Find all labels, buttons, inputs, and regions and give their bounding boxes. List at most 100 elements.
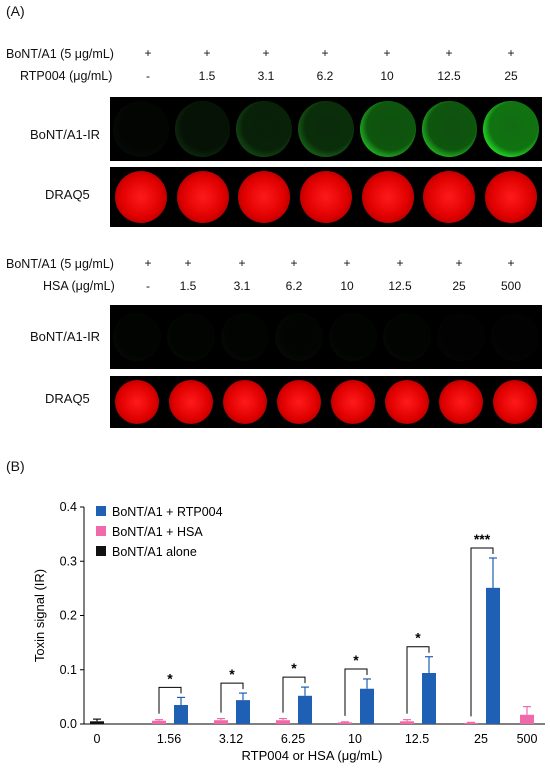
panel-a-label: (A) bbox=[6, 3, 25, 19]
bar-hsa bbox=[464, 722, 478, 724]
condition-value: + bbox=[383, 46, 391, 60]
draq5-well-image bbox=[439, 380, 483, 424]
significance-label: * bbox=[291, 660, 297, 676]
significance-bracket bbox=[220, 682, 244, 713]
ir-well-image bbox=[221, 313, 269, 361]
set1-ir-image-strip bbox=[110, 97, 542, 161]
condition-value: + bbox=[238, 256, 246, 270]
set2-draq5-image-strip bbox=[110, 376, 542, 428]
significance-bracket bbox=[158, 686, 182, 714]
ir-well-image bbox=[275, 313, 323, 361]
x-axis-label: RTP004 or HSA (μg/mL) bbox=[242, 748, 383, 763]
set1-ir-label: BoNT/A1-IR bbox=[30, 127, 101, 142]
ir-well-image bbox=[167, 313, 215, 361]
y-tick-label: 0.2 bbox=[60, 609, 77, 623]
condition-value: + bbox=[144, 256, 152, 270]
condition-value: + bbox=[290, 256, 298, 270]
bar-rtp004 bbox=[298, 695, 312, 724]
condition-value: + bbox=[445, 46, 453, 60]
draq5-well-image bbox=[238, 171, 291, 223]
draq5-well-image bbox=[277, 380, 321, 424]
bar-rtp004 bbox=[174, 705, 188, 724]
ir-well-image bbox=[174, 101, 231, 157]
set2-treatment-label: HSA (μg/mL) bbox=[43, 279, 115, 293]
condition-value: 25 bbox=[504, 69, 518, 83]
legend-swatch bbox=[96, 506, 106, 516]
condition-value: 10 bbox=[340, 279, 354, 293]
legend-label: BoNT/A1 alone bbox=[112, 545, 197, 559]
condition-value: 6.2 bbox=[285, 279, 303, 293]
x-tick-label: 10 bbox=[348, 732, 362, 746]
legend-label: BoNT/A1 + HSA bbox=[112, 525, 203, 539]
bar-rtp004 bbox=[360, 688, 374, 724]
condition-value: + bbox=[507, 46, 515, 60]
bar-alone bbox=[90, 721, 104, 724]
condition-value: + bbox=[203, 46, 211, 60]
set2-draq5-label: DRAQ5 bbox=[45, 391, 90, 406]
draq5-well-image bbox=[423, 171, 476, 223]
x-tick-label: 500 bbox=[517, 732, 538, 746]
bar-hsa bbox=[152, 720, 166, 724]
draq5-well-image bbox=[300, 171, 352, 223]
draq5-well-image bbox=[115, 380, 159, 424]
condition-value: + bbox=[321, 46, 329, 60]
ir-well-image bbox=[113, 313, 161, 361]
x-tick-label: 3.12 bbox=[219, 732, 243, 746]
y-tick-label: 0.1 bbox=[60, 663, 77, 677]
set1-draq5-image-strip bbox=[110, 167, 542, 227]
draq5-well-image bbox=[114, 171, 167, 223]
set1-toxin-label: BoNT/A1 (5 μg/mL) bbox=[6, 47, 114, 61]
ir-well-image bbox=[491, 313, 539, 361]
legend-swatch bbox=[96, 546, 106, 556]
y-tick-label: 0.0 bbox=[60, 717, 77, 731]
legend-swatch bbox=[96, 526, 106, 536]
panel-b-label: (B) bbox=[6, 458, 25, 474]
condition-value: - bbox=[146, 69, 150, 83]
condition-value: 3.1 bbox=[233, 279, 251, 293]
bar-rtp004 bbox=[486, 587, 500, 724]
condition-value: - bbox=[146, 279, 150, 293]
significance-bracket bbox=[406, 646, 430, 714]
draq5-well-image bbox=[493, 380, 537, 424]
ir-well-image bbox=[359, 101, 416, 157]
y-tick-label: 0.4 bbox=[60, 500, 77, 514]
ir-well-image bbox=[383, 313, 431, 361]
condition-value: + bbox=[262, 46, 270, 60]
y-tick-label: 0.3 bbox=[60, 554, 77, 568]
significance-label: * bbox=[229, 666, 235, 682]
condition-value: 10 bbox=[380, 69, 394, 83]
significance-label: *** bbox=[474, 531, 491, 547]
bar-hsa bbox=[520, 714, 534, 724]
draq5-well-image bbox=[361, 171, 414, 223]
set1-treatment-label: RTP004 (μg/mL) bbox=[20, 69, 113, 83]
y-axis-label: Toxin signal (IR) bbox=[32, 569, 47, 662]
x-tick-label: 6.25 bbox=[281, 732, 305, 746]
condition-value: + bbox=[184, 256, 192, 270]
bar-hsa bbox=[338, 722, 352, 724]
bar-chart: 0.0 0.1 0.2 0.3 0.4 0 1.56 3.12 6.25 10 12.5 25 500 R… bbox=[32, 500, 545, 763]
condition-value: 12.5 bbox=[388, 279, 412, 293]
set1-draq5-label: DRAQ5 bbox=[45, 187, 90, 202]
significance-bracket bbox=[470, 547, 494, 717]
draq5-well-image bbox=[485, 171, 538, 223]
bar-hsa bbox=[400, 721, 414, 724]
bar-rtp004 bbox=[422, 673, 436, 724]
legend-label: BoNT/A1 + RTP004 bbox=[112, 505, 223, 519]
ir-well-image bbox=[298, 101, 354, 157]
condition-value: + bbox=[343, 256, 351, 270]
set2-ir-label: BoNT/A1-IR bbox=[30, 329, 101, 344]
significance-label: * bbox=[353, 652, 359, 668]
draq5-well-image bbox=[385, 380, 429, 424]
bar-hsa bbox=[214, 720, 228, 724]
condition-value: + bbox=[396, 256, 404, 270]
ir-well-image bbox=[329, 313, 377, 361]
condition-value: + bbox=[144, 46, 152, 60]
condition-value: 3.1 bbox=[257, 69, 275, 83]
ir-well-image bbox=[113, 101, 169, 157]
draq5-well-image bbox=[169, 380, 213, 424]
significance-bracket bbox=[282, 676, 306, 713]
significance-label: * bbox=[415, 630, 421, 646]
bar-hsa bbox=[276, 720, 290, 724]
condition-value: 25 bbox=[452, 279, 466, 293]
ir-well-image bbox=[437, 313, 485, 361]
